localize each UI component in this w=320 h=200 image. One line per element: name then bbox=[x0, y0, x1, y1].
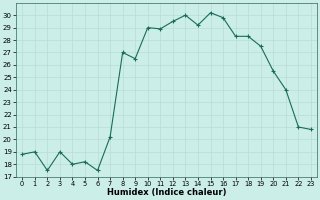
X-axis label: Humidex (Indice chaleur): Humidex (Indice chaleur) bbox=[107, 188, 226, 197]
